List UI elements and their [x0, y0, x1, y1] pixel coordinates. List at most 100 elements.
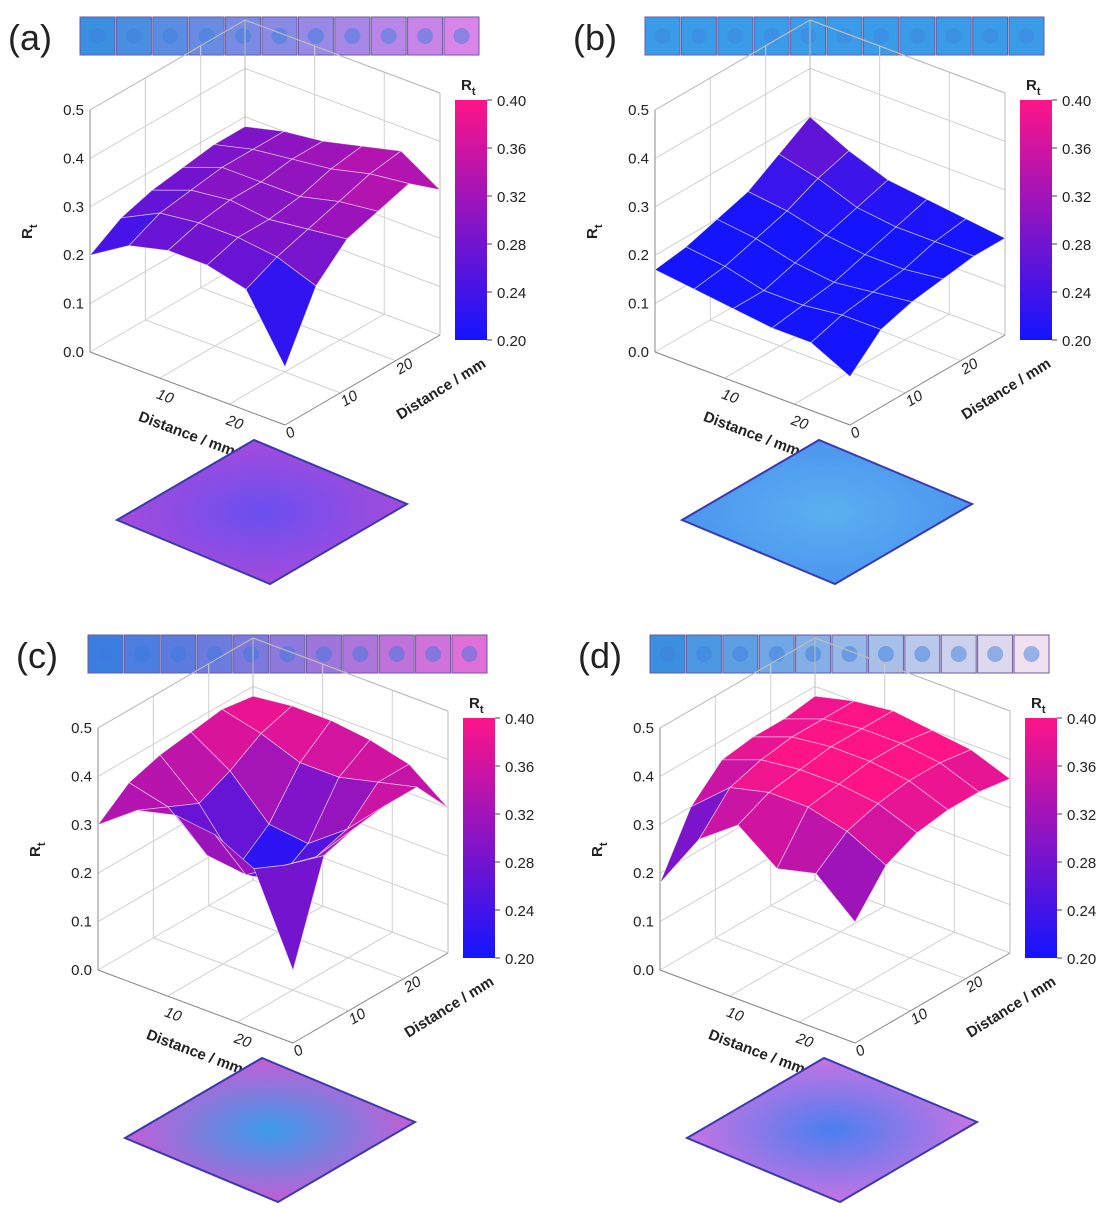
z-tick-label: 0.2 [633, 865, 654, 882]
axis-line [89, 351, 286, 426]
z-tick-label: 0.1 [633, 914, 654, 931]
grid-line [809, 67, 1006, 142]
photo-spot [453, 28, 470, 44]
grid-line [97, 879, 254, 971]
axis-line [809, 19, 1006, 94]
grid-line [659, 879, 816, 971]
y-tick-label: 20 [957, 355, 981, 379]
colorbar-title: Rt [1031, 695, 1046, 716]
colorbar-tick-label: 0.32 [497, 189, 526, 206]
photo-diamond [684, 1056, 980, 1204]
grid-line [654, 67, 811, 159]
axis-line [814, 637, 1011, 712]
colorbar-title: Rt [461, 77, 476, 98]
y-tick-label: 10 [338, 387, 362, 410]
colorbar [1020, 100, 1052, 340]
photo-spot [235, 28, 252, 44]
axis-line [252, 637, 449, 712]
photo-spot [841, 646, 858, 662]
grid-line [715, 937, 911, 1012]
photo-spot [987, 646, 1004, 662]
photo-spot [732, 646, 749, 662]
colorbar-tick-label: 0.28 [497, 237, 526, 254]
panel-label: (a) [8, 17, 52, 58]
panel-label: (d) [578, 635, 622, 676]
colorbar-tick-label: 0.36 [505, 759, 534, 776]
axis-line [659, 969, 856, 1044]
x-tick-label: 10 [154, 386, 176, 408]
photo-spot [125, 28, 142, 44]
photo-spot [279, 646, 296, 662]
x-axis-label: Distance / mm [136, 408, 237, 460]
photo-spot [417, 28, 434, 44]
photo-spot [271, 28, 288, 44]
grid-line [252, 685, 449, 760]
colorbar-tick-label: 0.24 [1062, 285, 1091, 302]
photo-spot [768, 646, 785, 662]
z-tick-label: 0.2 [71, 865, 92, 882]
x-axis-label: Distance / mm [701, 408, 802, 460]
z-tick-label: 0.5 [628, 102, 649, 119]
surface-cell [245, 256, 317, 368]
grid-line [89, 261, 246, 353]
photo-spot [695, 646, 712, 662]
colorbar-tick-label: 0.20 [1062, 333, 1091, 350]
z-axis-label: Rt [19, 224, 40, 239]
colorbar-tick-label: 0.32 [505, 807, 534, 824]
photo-spot [198, 28, 215, 44]
x-axis-label: Distance / mm [706, 1026, 807, 1078]
colorbar-tick-label: 0.36 [1062, 141, 1091, 158]
z-tick-label: 0.3 [63, 199, 84, 216]
z-tick-label: 0.4 [63, 150, 84, 167]
grid-line [659, 685, 816, 777]
z-tick-label: 0.5 [633, 720, 654, 737]
colorbar-tick-label: 0.36 [1067, 759, 1096, 776]
photo-spot [243, 646, 260, 662]
photo-spot [805, 646, 822, 662]
y-tick-label: 10 [903, 387, 927, 410]
photo-spot [315, 646, 332, 662]
photo-diamond [122, 1056, 418, 1204]
grid-line [710, 319, 906, 394]
colorbar-tick-label: 0.28 [1062, 237, 1091, 254]
panel-label: (b) [573, 17, 617, 58]
z-tick-label: 0.2 [63, 247, 84, 264]
z-tick-label: 0.2 [628, 247, 649, 264]
photo-diamond [114, 438, 410, 586]
photo-spot [162, 28, 179, 44]
y-tick-label: 0 [848, 423, 864, 442]
colorbar-tick-label: 0.24 [505, 903, 534, 920]
colorbar-tick-label: 0.40 [505, 711, 534, 728]
z-axis-label: Rt [589, 842, 610, 857]
z-tick-label: 0.5 [71, 720, 92, 737]
grid-line [89, 116, 246, 208]
colorbar-tick-label: 0.28 [505, 855, 534, 872]
colorbar-tick-label: 0.40 [497, 93, 526, 110]
grid-line [799, 931, 955, 1023]
grid-line [89, 67, 246, 159]
z-axis-label: Rt [27, 842, 48, 857]
photo-spot [654, 28, 671, 44]
photo-spot [659, 646, 676, 662]
photo-tile [685, 634, 722, 674]
colorbar [1025, 718, 1057, 958]
panel-label: (c) [16, 635, 58, 676]
grid-line [244, 67, 441, 142]
photo-tile [305, 634, 342, 674]
z-tick-label: 0.1 [71, 914, 92, 931]
colorbar-tick-label: 0.20 [497, 333, 526, 350]
photo-spot [380, 28, 397, 44]
photo-spot [133, 646, 150, 662]
z-axis-label: Rt [584, 224, 605, 239]
photo-spot [344, 28, 361, 44]
photo-spot [352, 646, 369, 662]
photo-spot [461, 646, 478, 662]
y-tick-label: 20 [392, 355, 416, 379]
grid-line [809, 116, 1006, 191]
colorbar-tick-label: 0.28 [1067, 855, 1096, 872]
y-tick-label: 20 [400, 973, 424, 997]
colorbar-title: Rt [1026, 77, 1041, 98]
